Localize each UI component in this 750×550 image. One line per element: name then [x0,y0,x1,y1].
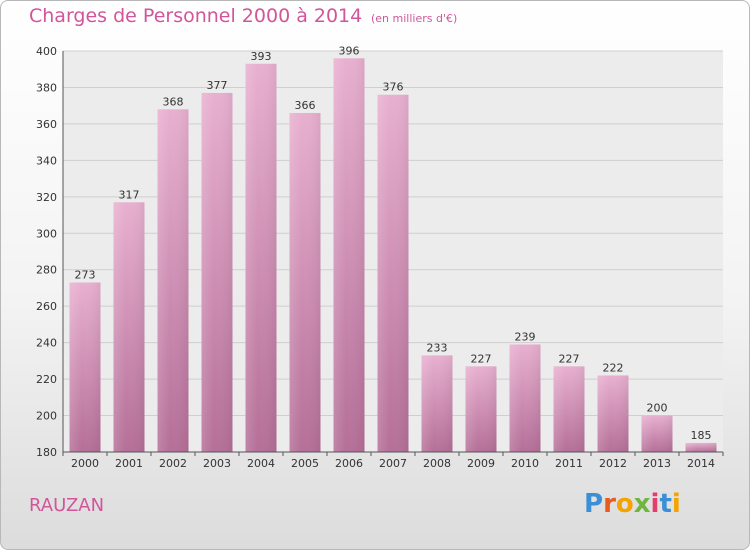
bar-shine-2001 [113,202,145,452]
data-label-2014: 185 [691,429,712,442]
bar-shine-2005 [289,112,321,453]
y-axis: 180 200 220 240 260 280 300 320 340 360 380 400 [36,45,64,459]
x-tick-label-2010: 2010 [511,457,539,470]
y-tick-label: 340 [36,154,57,167]
data-label-2007: 376 [383,81,404,94]
data-label-2010: 239 [515,330,536,343]
data-label-2011: 227 [559,352,580,365]
bar-shine-2002 [157,109,189,452]
bar-shine-2012 [597,375,629,452]
bar-shine-2008 [421,355,453,452]
bar-shine-2010 [509,344,541,452]
bar-shine-2009 [465,366,497,452]
logo-letter: i [650,489,660,519]
logo-letter: P [584,489,604,519]
x-tick-label-2014: 2014 [687,457,715,470]
y-tick-label: 400 [36,45,57,58]
data-label-2008: 233 [427,341,448,354]
bar-shine-2013 [641,415,673,452]
y-tick-label: 200 [36,410,57,423]
x-tick-label-2002: 2002 [159,457,187,470]
y-tick-label: 280 [36,264,57,277]
y-tick-label: 320 [36,191,57,204]
data-label-2003: 377 [207,79,228,92]
x-tick-label-2013: 2013 [643,457,671,470]
bar-shine-2000 [69,282,101,452]
y-tick-label: 260 [36,300,57,313]
data-label-2012: 222 [603,361,624,374]
data-label-2013: 200 [647,402,668,415]
data-label-2001: 317 [119,188,140,201]
x-tick-label-2011: 2011 [555,457,583,470]
logo-letter: i [671,489,681,519]
x-tick-label-2000: 2000 [71,457,99,470]
data-label-2000: 273 [75,268,96,281]
x-tick-label-2007: 2007 [379,457,407,470]
bar-shine-2004 [245,63,277,452]
logo-letter: x [633,489,651,519]
commune-name: RAUZAN [29,495,105,516]
x-tick-label-2004: 2004 [247,457,275,470]
chart-subtitle: (en milliers d'€) [371,12,458,25]
x-tick-label-2006: 2006 [335,457,363,470]
bars [69,58,717,453]
logo-letter: t [659,489,672,519]
data-label-2006: 396 [339,44,360,57]
bar-shine-2014 [685,442,717,452]
x-tick-label-2001: 2001 [115,457,143,470]
bar-shine-2003 [201,92,233,452]
x-tick-label-2005: 2005 [291,457,319,470]
x-tick-label-2012: 2012 [599,457,627,470]
y-tick-label: 380 [36,81,57,94]
y-tick-label: 180 [36,446,57,459]
x-tick-label-2009: 2009 [467,457,495,470]
x-tick-label-2003: 2003 [203,457,231,470]
bar-shine-2006 [333,58,365,453]
y-tick-label: 220 [36,373,57,386]
proxiti-logo[interactable]: Proxiti [584,489,681,519]
logo-letter: o [615,489,634,519]
bar-shine-2011 [553,366,585,452]
y-tick-label: 360 [36,118,57,131]
bar-shine-2007 [377,94,409,452]
x-tick-label-2008: 2008 [423,457,451,470]
data-label-2002: 368 [163,95,184,108]
data-labels: 273 317 368 377 393 366 396 376 233 227 239 227 222 2… [75,44,712,442]
x-axis: 2000 2001 2002 2003 2004 2005 2006 2007 2008 2009… [62,451,724,470]
logo-letter: r [603,489,616,519]
data-label-2005: 366 [295,99,316,112]
y-tick-label: 300 [36,227,57,240]
y-tick-label: 240 [36,337,57,350]
data-label-2009: 227 [471,352,492,365]
chart-title: Charges de Personnel 2000 à 2014 [29,5,363,27]
data-label-2004: 393 [251,50,272,63]
